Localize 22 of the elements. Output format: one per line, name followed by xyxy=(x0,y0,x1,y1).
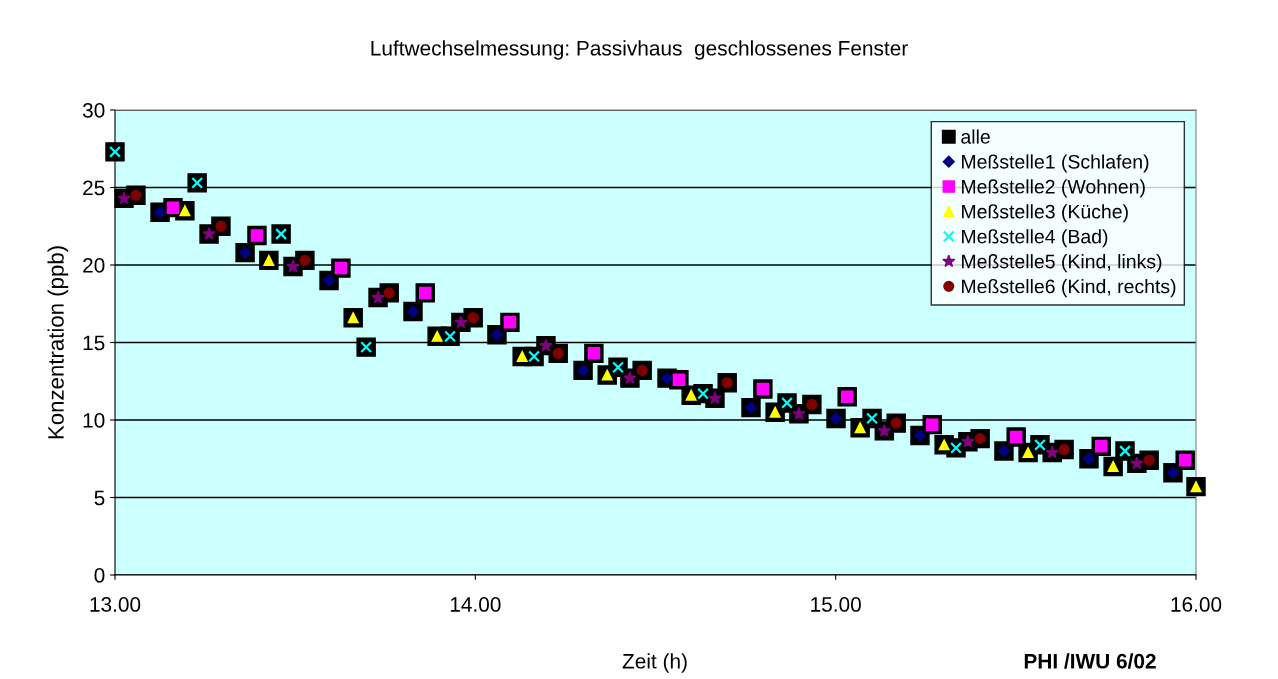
x-tick-label: 14.00 xyxy=(450,597,501,612)
x-tick-label: 13.00 xyxy=(90,597,141,612)
y-tick-label: 5 xyxy=(94,490,105,506)
y-tick-label: 25 xyxy=(83,180,105,196)
y-tick-label: 20 xyxy=(83,258,105,273)
x-tick-label: 16.00 xyxy=(1171,597,1222,612)
y-tick-label: 0 xyxy=(94,568,105,583)
x-tick-label: 15.00 xyxy=(811,597,861,612)
text: PHI /IWU 6/02 xyxy=(1024,653,1156,669)
y-tick-label: 30 xyxy=(82,103,105,118)
y-tick-label: 15 xyxy=(83,335,105,351)
legend-label: alle xyxy=(961,129,990,144)
legend-label: Meßstelle1 (Schlafen) xyxy=(962,154,1149,173)
legend-label: Meßstelle5 (Kind, links) xyxy=(962,254,1162,273)
legend-label: Meßstelle2 (Wohnen) xyxy=(962,179,1145,198)
x-axis-title: Zeit (h) xyxy=(622,653,687,673)
chart-title: Luftwechselmessung: Passivhaus geschlossenes Fenster xyxy=(371,40,908,60)
legend-label: Meßstelle3 (Küche) xyxy=(962,204,1128,223)
y-axis-title: Konzentration (ppb) xyxy=(47,246,69,439)
legend-label: Meßstelle4 (Bad) xyxy=(962,229,1108,248)
y-tick-label: 10 xyxy=(83,413,105,428)
legend-label: Meßstelle6 (Kind, rechts) xyxy=(962,279,1176,298)
